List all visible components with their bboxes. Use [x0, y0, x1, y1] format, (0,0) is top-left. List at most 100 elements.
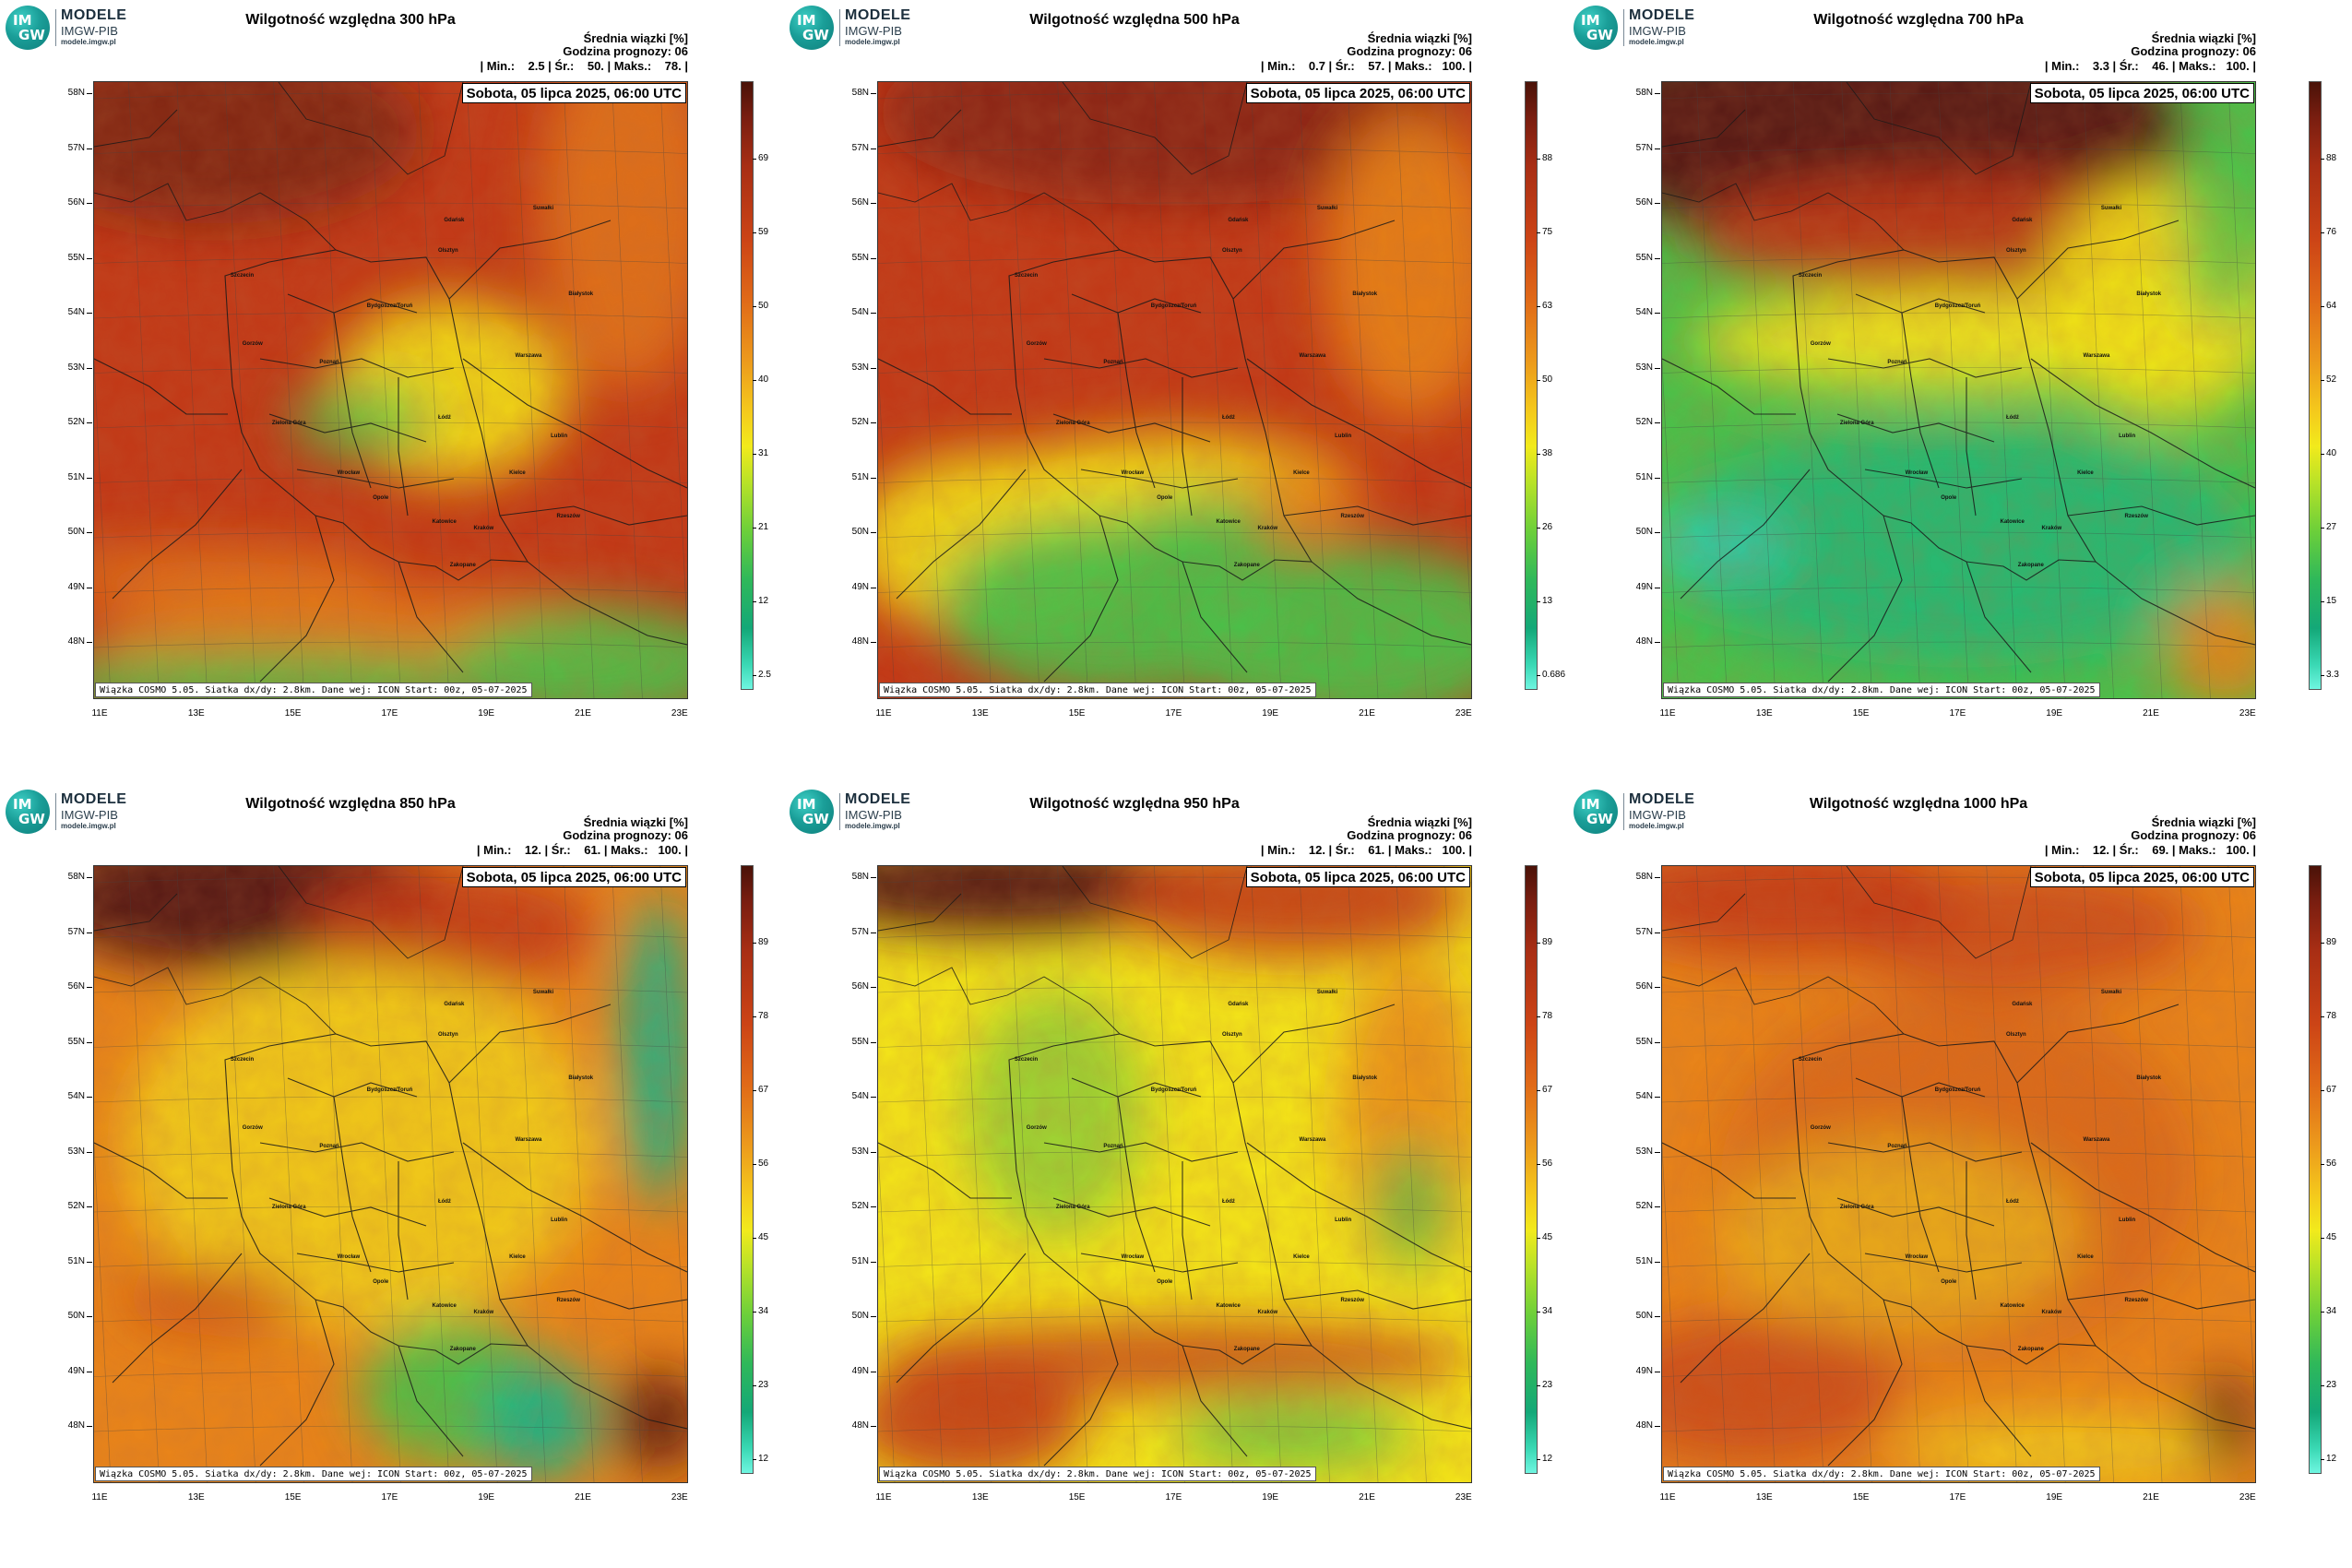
stats-line: | Min.: 12. | Śr.: 61. | Maks.: 100. | [1260, 843, 1472, 857]
city-label: Rzeszów [556, 1297, 580, 1303]
city-label: Lublin [1335, 1217, 1352, 1223]
city-label: Bydgoszcz/Toruń [366, 1087, 413, 1094]
colorbar-tick: 56 [752, 1158, 769, 1169]
city-label: Kielce [2077, 1253, 2094, 1260]
lat-tick: 50N [1616, 527, 1660, 537]
logo-gw: GW [1586, 27, 1613, 43]
lat-tick: 54N [48, 1091, 92, 1101]
lon-tick: 13E [1755, 708, 1773, 719]
logo-im: IM [13, 12, 32, 29]
colorbar-tick: 45 [2320, 1232, 2337, 1242]
logo-text-imgw: IMGW-PIB [61, 24, 118, 38]
city-label: Gdańsk [2012, 217, 2033, 223]
footer-box: Wiązka COSMO 5.05. Siatka dx/dy: 2.8km. … [95, 683, 532, 697]
city-label: Kraków [473, 1309, 494, 1315]
lat-tick: 54N [1616, 307, 1660, 317]
lat-tick: 51N [832, 1256, 876, 1266]
lat-tick: 53N [832, 362, 876, 373]
map-panel: IM GW MODELE IMGW-PIB modele.imgw.pl Wilgotno… [784, 0, 1568, 784]
lon-tick: 13E [971, 1492, 989, 1503]
city-label: Poznań [1887, 1143, 1907, 1149]
city-label: Gorzów [242, 1124, 263, 1131]
logo-separator [55, 9, 56, 46]
lat-tick: 49N [48, 582, 92, 592]
lon-tick: 11E [1659, 1492, 1676, 1503]
date-box: Sobota, 05 lipca 2025, 06:00 UTC [2029, 867, 2254, 887]
lat-tick: 56N [1616, 981, 1660, 992]
graticule [878, 866, 1471, 1482]
subtitle: Średnia wiązki [%] [2151, 31, 2256, 45]
city-label: Suwałki [2100, 205, 2122, 211]
colorbar [1525, 81, 1538, 690]
graticule [878, 82, 1471, 698]
map-info: Średnia wiązki [%] Godzina prognozy: 06 [2131, 816, 2256, 842]
lat-tick: 51N [1616, 1256, 1660, 1266]
humidity-field [878, 866, 1471, 1482]
colorbar-tick: 13 [1536, 596, 1553, 606]
borders [94, 82, 687, 683]
city-label: Białystok [2136, 291, 2162, 298]
colorbar-tick: 12 [1536, 1454, 1553, 1464]
stats-line: | Min.: 12. | Śr.: 69. | Maks.: 100. | [2044, 843, 2256, 857]
logo-im: IM [1581, 12, 1600, 29]
city-label: Poznań [1887, 359, 1907, 365]
footer-box: Wiązka COSMO 5.05. Siatka dx/dy: 2.8km. … [1663, 683, 2100, 697]
lat-tick: 58N [1616, 872, 1660, 882]
colorbar-tick: 78 [752, 1011, 769, 1021]
city-label: Suwałki [2100, 989, 2122, 995]
colorbar-tick: 67 [1536, 1085, 1553, 1095]
lon-tick: 13E [187, 1492, 205, 1503]
colorbar-tick: 26 [1536, 522, 1553, 532]
graticule [94, 82, 687, 698]
city-label: Białystok [2136, 1075, 2162, 1082]
colorbar-tick: 21 [752, 522, 769, 532]
city-label: Zielona Góra [271, 1205, 306, 1211]
imgw-logo: IM GW MODELE IMGW-PIB modele.imgw.pl [1574, 790, 1703, 834]
city-label: Opole [1941, 494, 1957, 501]
city-label: Gdańsk [1228, 1001, 1249, 1007]
city-label: Gorzów [242, 340, 263, 347]
city-label: Katowice [2000, 1303, 2025, 1310]
colorbar-tick: 27 [2320, 522, 2337, 532]
lon-tick: 17E [381, 1492, 398, 1503]
colorbar-tick: 38 [1536, 448, 1553, 458]
lon-tick: 21E [1359, 1492, 1375, 1503]
city-label: Zakopane [1233, 1347, 1260, 1353]
colorbar-tick: 23 [752, 1380, 769, 1390]
lon-tick: 11E [1659, 708, 1676, 719]
lon-tick: 17E [1165, 708, 1182, 719]
humidity-field [94, 82, 687, 698]
colorbar-tick: 34 [1536, 1306, 1553, 1316]
date-box: Sobota, 05 lipca 2025, 06:00 UTC [1245, 867, 1470, 887]
city-label: Wrocław [1905, 1253, 1929, 1260]
lat-tick: 50N [832, 1311, 876, 1321]
city-label: Kielce [1293, 469, 1310, 476]
city-label: Suwałki [532, 205, 554, 211]
borders [94, 866, 687, 1467]
lat-tick: 58N [832, 88, 876, 98]
city-label: Zakopane [449, 1347, 476, 1353]
borders [878, 866, 1471, 1467]
city-label: Gdańsk [444, 217, 465, 223]
lat-tick: 55N [48, 1037, 92, 1047]
forecast-hour: Godzina prognozy: 06 [563, 44, 688, 58]
colorbar-tick: 63 [1536, 301, 1553, 311]
humidity-field [94, 866, 687, 1482]
lat-tick: 51N [832, 472, 876, 482]
logo-gw: GW [18, 27, 45, 43]
city-label: Suwałki [1316, 205, 1338, 211]
lat-tick: 58N [48, 872, 92, 882]
colorbar-tick: 50 [752, 301, 769, 311]
stats-line: | Min.: 12. | Śr.: 61. | Maks.: 100. | [476, 843, 688, 857]
lon-tick: 19E [478, 1492, 495, 1503]
graticule [94, 866, 687, 1482]
imgw-logo-icon: IM GW [6, 790, 50, 834]
lat-tick: 49N [832, 582, 876, 592]
city-label: Białystok [568, 291, 594, 298]
lat-tick: 54N [48, 307, 92, 317]
lat-tick: 56N [48, 197, 92, 208]
city-label: Katowice [432, 519, 457, 526]
forecast-hour: Godzina prognozy: 06 [1347, 44, 1472, 58]
borders [878, 82, 1471, 683]
city-label: Poznań [319, 1143, 339, 1149]
